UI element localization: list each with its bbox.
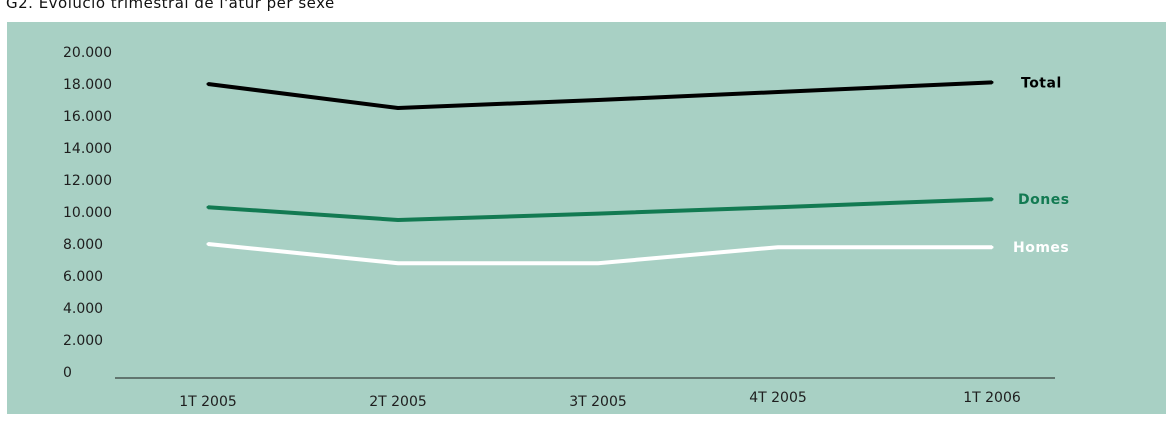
data-point-total: [396, 106, 400, 110]
data-point-dones: [776, 205, 780, 209]
y-tick-label: 20.000: [63, 45, 112, 61]
data-point-dones: [206, 205, 210, 209]
y-tick-label: 12.000: [63, 173, 112, 189]
y-tick-label: 14.000: [63, 141, 112, 157]
x-tick-label: 1T 2005: [179, 394, 237, 410]
chart-title: G2. Evolució trimestral de l'atur per se…: [6, 0, 335, 12]
y-tick-label: 4.000: [63, 301, 103, 317]
data-point-dones: [990, 197, 994, 201]
x-tick-labels: 1T 2005 2T 2005 3T 2005 4T 2005 1T 2006: [179, 390, 1021, 410]
y-tick-label: 0: [63, 365, 72, 381]
y-tick-label: 16.000: [63, 109, 112, 125]
series-label-dones: Dones: [1018, 192, 1070, 208]
x-tick-label: 4T 2005: [749, 390, 807, 406]
series-label-total: Total: [1021, 75, 1062, 91]
series-line-total: [207, 80, 993, 110]
y-tick-label: 8.000: [63, 237, 103, 253]
series-line-homes: [207, 242, 992, 266]
data-point-dones: [396, 218, 400, 222]
data-point-homes: [396, 261, 400, 265]
series-line-dones: [207, 197, 993, 222]
chart-panel: [7, 22, 1166, 414]
y-tick-label: 10.000: [63, 205, 112, 221]
series-labels: Total Dones Homes: [1013, 75, 1070, 256]
y-tick-label: 6.000: [63, 269, 103, 285]
data-point-total: [206, 82, 210, 86]
data-point-total: [776, 90, 780, 94]
x-tick-label: 2T 2005: [369, 394, 427, 410]
y-tick-label: 2.000: [63, 333, 103, 349]
data-point-homes: [596, 261, 600, 265]
data-point-homes: [206, 242, 210, 246]
y-tick-labels: 0 2.000 4.000 6.000 8.000 10.000 12.000 14.000 1…: [63, 45, 112, 381]
series-label-homes: Homes: [1013, 240, 1069, 256]
data-point-total: [990, 80, 994, 84]
x-tick-label: 3T 2005: [569, 394, 627, 410]
x-tick-label: 1T 2006: [963, 390, 1021, 406]
data-point-dones: [596, 212, 600, 216]
series-lines: [206, 80, 994, 266]
y-tick-label: 18.000: [63, 77, 112, 93]
data-point-homes: [776, 245, 780, 249]
data-point-homes: [990, 245, 994, 249]
data-point-total: [596, 98, 600, 102]
